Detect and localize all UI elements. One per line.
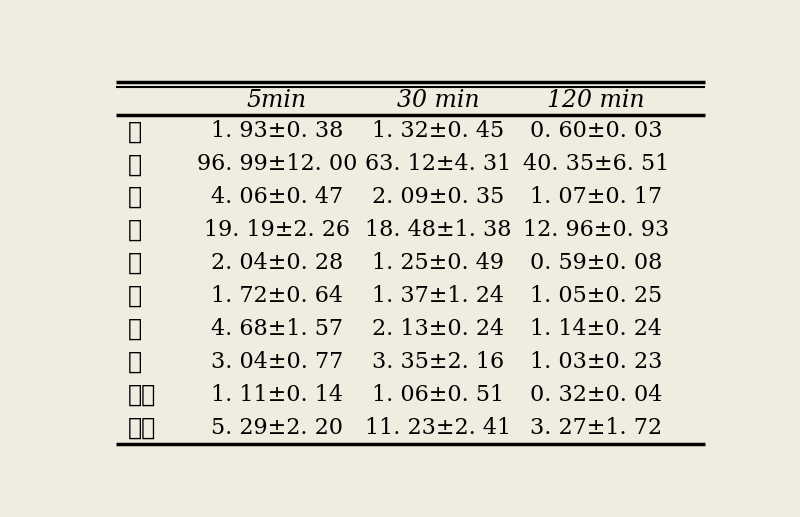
Text: 120 min: 120 min xyxy=(547,89,645,112)
Text: 1. 07±0. 17: 1. 07±0. 17 xyxy=(530,186,662,208)
Text: 骨: 骨 xyxy=(128,350,142,374)
Text: 1. 72±0. 64: 1. 72±0. 64 xyxy=(210,285,342,307)
Text: 2. 09±0. 35: 2. 09±0. 35 xyxy=(372,186,504,208)
Text: 小肠: 小肠 xyxy=(128,416,156,440)
Text: 0. 59±0. 08: 0. 59±0. 08 xyxy=(530,252,662,274)
Text: 3. 27±1. 72: 3. 27±1. 72 xyxy=(530,417,662,439)
Text: 1. 06±0. 51: 1. 06±0. 51 xyxy=(372,384,504,406)
Text: 12. 96±0. 93: 12. 96±0. 93 xyxy=(523,219,669,241)
Text: 5min: 5min xyxy=(246,89,306,112)
Text: 0. 60±0. 03: 0. 60±0. 03 xyxy=(530,120,662,142)
Text: 肆: 肆 xyxy=(128,218,142,242)
Text: 2. 13±0. 24: 2. 13±0. 24 xyxy=(372,318,504,340)
Text: 1. 25±0. 49: 1. 25±0. 49 xyxy=(372,252,504,274)
Text: 血: 血 xyxy=(128,317,142,341)
Text: 1. 03±0. 23: 1. 03±0. 23 xyxy=(530,351,662,373)
Text: 心: 心 xyxy=(128,119,142,143)
Text: 96. 99±12. 00: 96. 99±12. 00 xyxy=(197,153,357,175)
Text: 1. 11±0. 14: 1. 11±0. 14 xyxy=(210,384,342,406)
Text: 63. 12±4. 31: 63. 12±4. 31 xyxy=(365,153,511,175)
Text: 18. 48±1. 38: 18. 48±1. 38 xyxy=(365,219,511,241)
Text: 1. 32±0. 45: 1. 32±0. 45 xyxy=(372,120,504,142)
Text: 0. 32±0. 04: 0. 32±0. 04 xyxy=(530,384,662,406)
Text: 3. 04±0. 77: 3. 04±0. 77 xyxy=(210,351,343,373)
Text: 1. 93±0. 38: 1. 93±0. 38 xyxy=(210,120,343,142)
Text: 4. 06±0. 47: 4. 06±0. 47 xyxy=(210,186,342,208)
Text: 肝: 肝 xyxy=(128,153,142,176)
Text: 肺: 肺 xyxy=(128,185,142,209)
Text: 5. 29±2. 20: 5. 29±2. 20 xyxy=(210,417,342,439)
Text: 30 min: 30 min xyxy=(397,89,479,112)
Text: 11. 23±2. 41: 11. 23±2. 41 xyxy=(365,417,511,439)
Text: 3. 35±2. 16: 3. 35±2. 16 xyxy=(372,351,504,373)
Text: 脾: 脾 xyxy=(128,251,142,275)
Text: 1. 37±1. 24: 1. 37±1. 24 xyxy=(372,285,504,307)
Text: 肌肉: 肌肉 xyxy=(128,383,156,407)
Text: 19. 19±2. 26: 19. 19±2. 26 xyxy=(204,219,350,241)
Text: 胃: 胃 xyxy=(128,284,142,308)
Text: 40. 35±6. 51: 40. 35±6. 51 xyxy=(523,153,669,175)
Text: 1. 14±0. 24: 1. 14±0. 24 xyxy=(530,318,662,340)
Text: 4. 68±1. 57: 4. 68±1. 57 xyxy=(210,318,342,340)
Text: 2. 04±0. 28: 2. 04±0. 28 xyxy=(210,252,343,274)
Text: 1. 05±0. 25: 1. 05±0. 25 xyxy=(530,285,662,307)
